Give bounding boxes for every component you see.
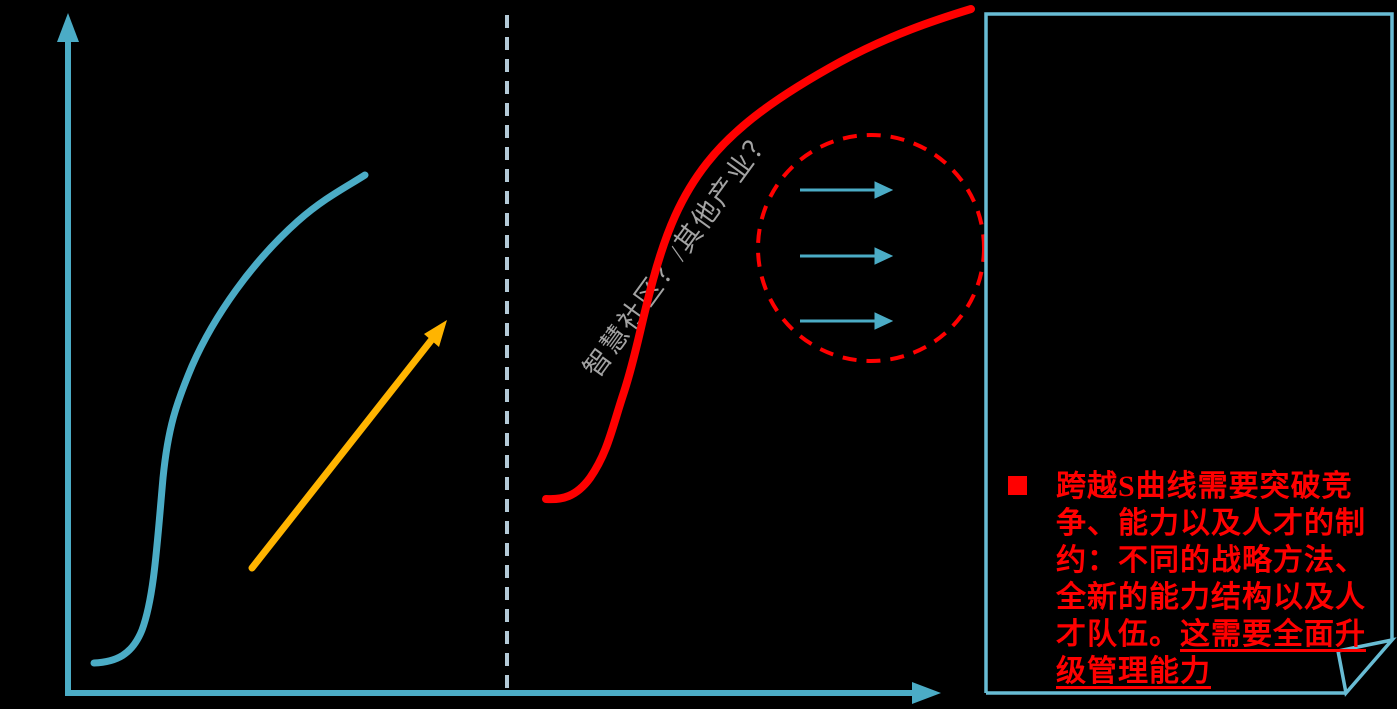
note-line: 级管理能力 [1056,655,1211,688]
expansion-arrow-bottom-icon [800,312,894,330]
y-axis-arrow-icon [57,13,79,42]
second-s-curve [542,5,975,504]
growth-arrow [248,320,447,572]
note-line: 争、能力以及人才的制 [1056,507,1366,540]
expansion-arrow-middle-icon [800,247,894,265]
first-s-curve [90,171,369,667]
note-line: 跨越S曲线需要突破竞 [1056,470,1353,503]
note-panel-border [984,12,1397,697]
expansion-circle [756,133,986,363]
expansion-arrows [800,181,894,330]
note-line: 才队伍。这需要全面升 [1056,618,1366,651]
growth-arrow-head-icon [424,320,447,347]
expansion-arrow-top-icon [800,181,894,199]
note-line: 全新的能力结构以及人 [1056,581,1366,614]
x-axis-arrow-icon [912,682,941,704]
note-line: 约：不同的战略方法、 [1056,544,1366,577]
note-bullet-icon [1008,476,1027,495]
note-block: 跨越S曲线需要突破竞 争、能力以及人才的制 约：不同的战略方法、 全新的能力结构… [1008,468,1380,690]
y-axis [57,13,79,695]
x-axis [65,682,941,704]
page-fold-icon [1335,637,1397,697]
note-text: 跨越S曲线需要突破竞 争、能力以及人才的制 约：不同的战略方法、 全新的能力结构… [1056,468,1366,690]
